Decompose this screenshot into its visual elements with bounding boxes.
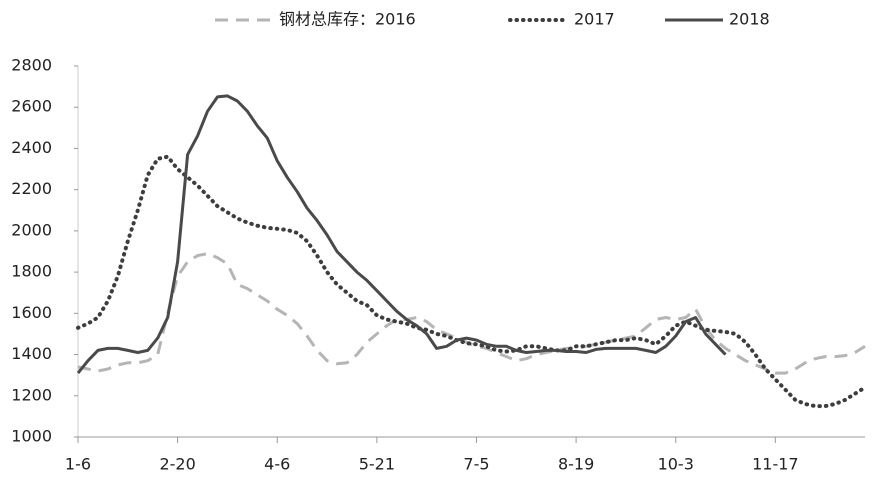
legend-label: 2017 (574, 10, 615, 29)
x-tick-label: 11-17 (752, 455, 799, 474)
x-tick-label: 5-21 (359, 455, 395, 474)
y-tick-label: 2600 (11, 97, 52, 116)
x-tick-label: 2-20 (159, 455, 195, 474)
x-tick-label: 10-3 (658, 455, 694, 474)
x-tick-label: 7-5 (463, 455, 489, 474)
x-tick-label: 1-6 (65, 455, 91, 474)
y-tick-label: 1800 (11, 262, 52, 281)
x-tick-label: 8-19 (558, 455, 594, 474)
legend-label: 2018 (729, 10, 770, 29)
y-tick-label: 2800 (11, 56, 52, 75)
y-tick-label: 1400 (11, 344, 52, 363)
series-line (76, 154, 867, 409)
series-line (77, 252, 866, 375)
legend-label: 钢材总库存：2016 (279, 10, 416, 29)
y-tick-label: 2000 (11, 220, 52, 239)
series-line (76, 94, 727, 375)
y-tick-label: 1200 (11, 385, 52, 404)
x-tick-label: 4-6 (264, 455, 290, 474)
y-tick-label: 2400 (11, 138, 52, 157)
y-tick-label: 1000 (11, 427, 52, 446)
y-tick-label: 1600 (11, 303, 52, 322)
y-tick-label: 2200 (11, 179, 52, 198)
